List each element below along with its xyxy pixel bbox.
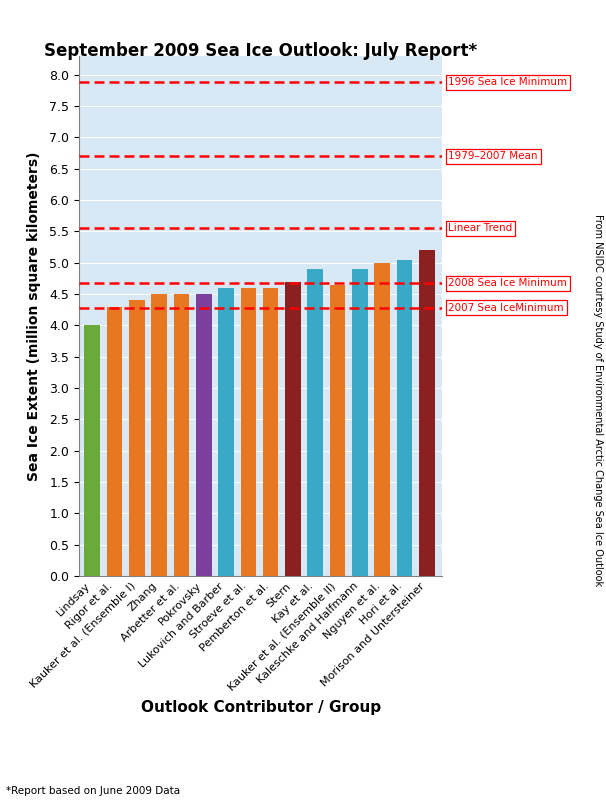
Bar	[241, 288, 256, 576]
Bar	[84, 326, 100, 576]
Bar	[107, 306, 122, 576]
Bar	[397, 260, 412, 576]
Bar	[173, 294, 189, 576]
Bar	[352, 269, 368, 576]
Text: Linear Trend: Linear Trend	[448, 223, 513, 234]
Bar	[330, 285, 345, 576]
Text: *Report based on June 2009 Data: *Report based on June 2009 Data	[6, 786, 180, 796]
Text: 1996 Sea Ice Minimum: 1996 Sea Ice Minimum	[448, 78, 568, 87]
Bar	[419, 250, 435, 576]
Text: From NSIDC courtesy Study of Environmental Arctic Change Sea Ice Outlook: From NSIDC courtesy Study of Environment…	[593, 214, 603, 586]
Y-axis label: Sea Ice Extent (million square kilometers): Sea Ice Extent (million square kilometer…	[27, 151, 41, 481]
X-axis label: Outlook Contributor / Group: Outlook Contributor / Group	[141, 701, 381, 715]
Text: 1979–2007 Mean: 1979–2007 Mean	[448, 151, 538, 162]
Bar	[263, 288, 278, 576]
Bar	[152, 294, 167, 576]
Bar	[129, 300, 145, 576]
Bar	[218, 288, 234, 576]
Bar	[196, 294, 211, 576]
Bar	[375, 262, 390, 576]
Text: 2008 Sea Ice Minimum: 2008 Sea Ice Minimum	[448, 278, 567, 289]
Title: September 2009 Sea Ice Outlook: July Report*: September 2009 Sea Ice Outlook: July Rep…	[44, 42, 477, 60]
Bar	[307, 269, 323, 576]
Bar	[285, 282, 301, 576]
Text: 2007 Sea IceMinimum: 2007 Sea IceMinimum	[448, 303, 564, 313]
